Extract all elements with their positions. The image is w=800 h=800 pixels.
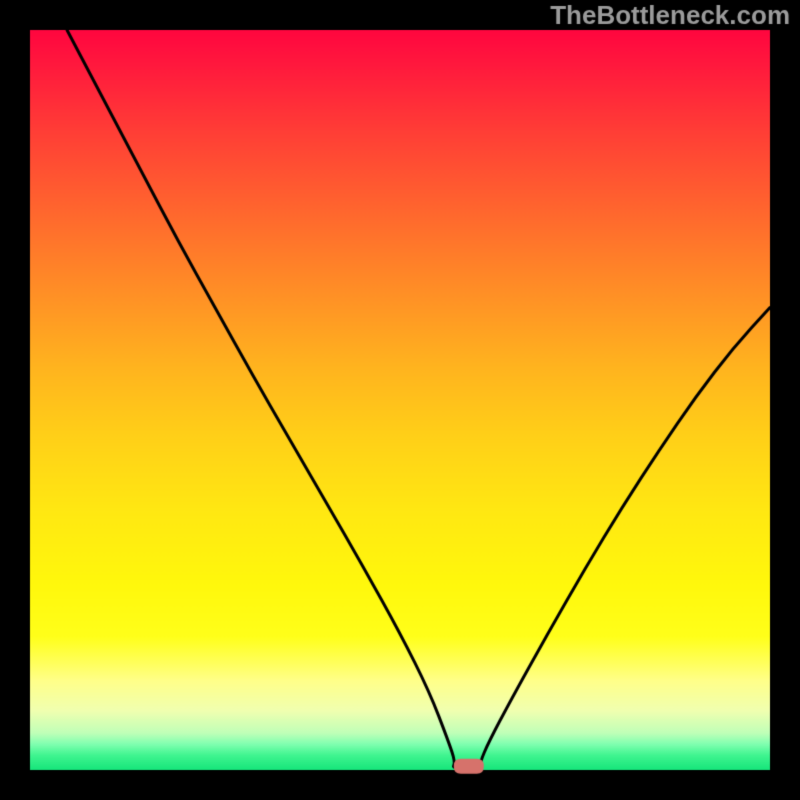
bottleneck-chart-canvas bbox=[0, 0, 800, 800]
